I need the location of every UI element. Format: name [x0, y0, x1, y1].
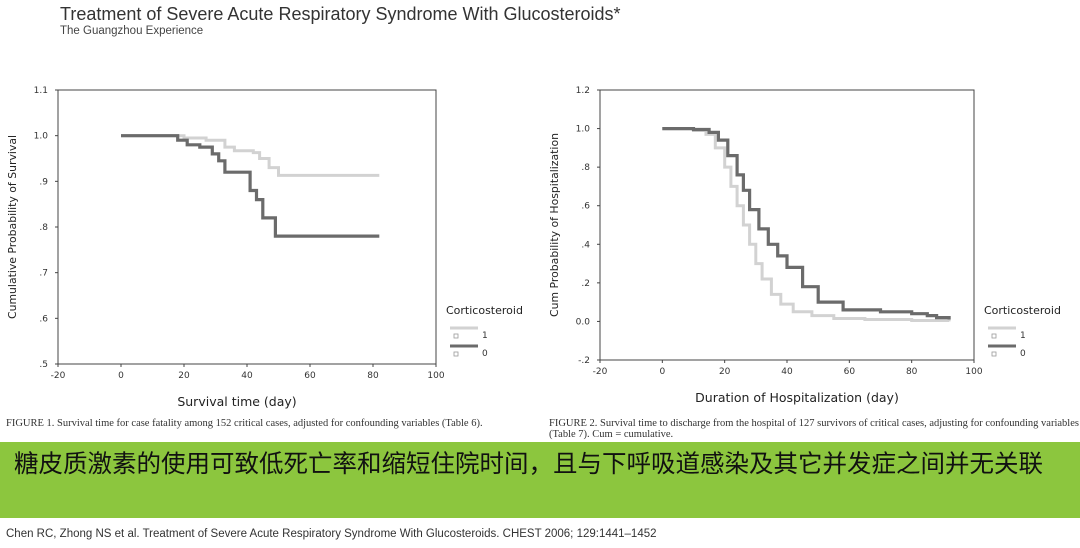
plot-frame: [57, 89, 437, 365]
y-tick-label: 1.0: [34, 132, 49, 142]
survival-chart: -20 0 20 40 60 80 100 .5 .6 .7 .8 .9 1.0 1.1 Survival …: [6, 86, 523, 409]
x-tick-label: 60: [844, 367, 856, 377]
x-tick-label: 100: [965, 367, 982, 377]
legend-entry-1: 1: [1020, 331, 1026, 341]
x-tick-label: 80: [906, 367, 918, 377]
y-tick-label: 0.0: [576, 317, 591, 327]
y-tick-label: 1.2: [576, 86, 590, 96]
x-tick-label: 0: [659, 367, 665, 377]
x-tick-label: 60: [304, 371, 316, 381]
y-tick-label: .4: [581, 240, 590, 250]
x-tick-label: 80: [367, 371, 379, 381]
slide-subtitle: The Guangzhou Experience: [60, 25, 204, 37]
x-tick-label: -20: [593, 367, 608, 377]
series-line-1: [662, 127, 951, 322]
y-tick-label: .6: [39, 314, 48, 324]
x-axis-label: Survival time (day): [177, 394, 296, 409]
y-tick-label: .8: [39, 223, 48, 233]
x-tick-label: 100: [427, 371, 444, 381]
y-tick-label: -.2: [578, 356, 590, 366]
x-tick-label: 40: [241, 371, 253, 381]
series-line-0: [121, 134, 380, 238]
series-line-0: [662, 127, 951, 320]
summary-banner: 糖皮质激素的使用可致低死亡率和缩短住院时间，且与下呼吸道感染及其它并发症之间并无…: [0, 442, 1080, 518]
legend-entry-0: 0: [482, 349, 488, 359]
citation: Chen RC, Zhong NS et al. Treatment of Se…: [6, 528, 657, 540]
x-tick-label: 0: [118, 371, 124, 381]
hospitalization-chart: -20 0 20 40 60 80 100 -.2 0.0 .2 .4 .6 .8 1.0 1.2 Durat…: [548, 86, 1061, 405]
x-tick-label: 20: [178, 371, 190, 381]
y-tick-label: 1.1: [34, 86, 48, 96]
x-tick-label: -20: [51, 371, 66, 381]
x-axis-label: Duration of Hospitalization (day): [695, 390, 899, 405]
legend-title: Corticosteroid: [984, 304, 1061, 317]
x-tick-label: 40: [781, 367, 793, 377]
y-tick-label: .9: [39, 177, 48, 187]
legend-marker-0: [991, 351, 997, 357]
legend-marker-1: [453, 333, 459, 339]
series-line-1: [121, 134, 380, 177]
y-tick-label: .8: [581, 163, 590, 173]
y-tick-label: .2: [581, 279, 590, 289]
y-tick-label: .7: [39, 269, 48, 279]
y-tick-label: 1.0: [576, 125, 591, 135]
y-tick-label: .6: [581, 202, 590, 212]
summary-text: 糖皮质激素的使用可致低死亡率和缩短住院时间，且与下呼吸道感染及其它并发症之间并无…: [14, 449, 1043, 478]
legend-marker-1: [991, 333, 997, 339]
legend-entry-0: 0: [1020, 349, 1026, 359]
legend-entry-1: 1: [482, 331, 488, 341]
figure-2-caption: FIGURE 2. Survival time to discharge fro…: [549, 418, 1079, 440]
legend-title: Corticosteroid: [446, 304, 523, 317]
slide-title: Treatment of Severe Acute Respiratory Sy…: [60, 4, 621, 24]
legend-marker-0: [453, 351, 459, 357]
y-axis-label: Cum Probability of Hospitalization: [548, 133, 561, 317]
figure-1-caption: FIGURE 1. Survival time for case fatalit…: [6, 418, 483, 429]
y-axis-label: Cumulative Probability of Survival: [6, 135, 19, 319]
x-tick-label: 20: [719, 367, 731, 377]
y-tick-label: .5: [39, 360, 48, 370]
